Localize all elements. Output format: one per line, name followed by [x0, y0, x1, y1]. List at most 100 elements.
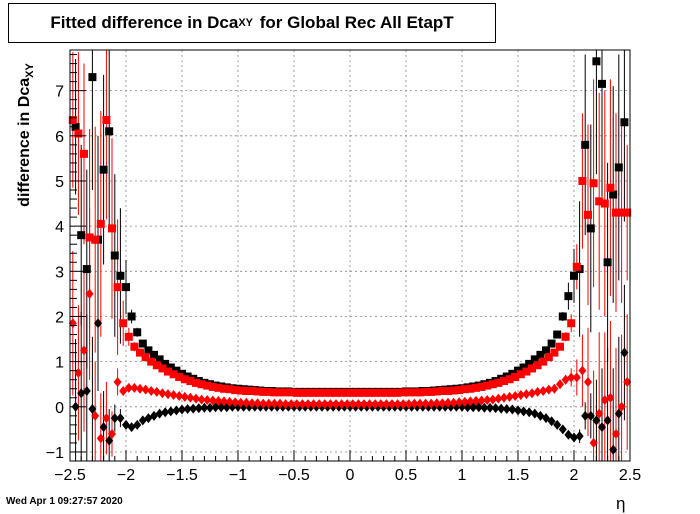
data-point-diamond [617, 401, 626, 412]
data-point-square [270, 388, 279, 397]
data-point-diamond [393, 399, 402, 410]
data-point-diamond [480, 402, 489, 413]
data-point-square [220, 384, 228, 393]
data-point-square [298, 388, 307, 397]
x-tick-label: 0.5 [395, 467, 417, 484]
data-point-square [119, 319, 128, 328]
data-point-diamond [141, 384, 150, 395]
data-point-square [99, 165, 108, 174]
data-point-square [570, 271, 578, 280]
data-point-square [488, 380, 497, 389]
data-point-diamond [155, 408, 164, 419]
data-point-diamond [550, 383, 559, 394]
data-point-diamond [586, 410, 595, 421]
data-point-square [155, 355, 164, 364]
data-point-diamond [544, 384, 553, 395]
data-point-diamond [332, 399, 340, 410]
data-point-square [175, 372, 184, 381]
data-point-diamond [189, 403, 198, 414]
timestamp-label: Wed Apr 1 09:27:57 2020 [6, 496, 123, 507]
data-point-diamond [192, 393, 200, 404]
data-point-diamond [172, 405, 181, 416]
data-point-square [556, 342, 564, 351]
grid-lines [70, 50, 630, 461]
data-point-square [620, 118, 629, 127]
data-point-square [589, 179, 598, 188]
title-suffix: for Global Rec All EtapT [255, 13, 454, 32]
data-point-diamond [519, 406, 528, 417]
data-point-diamond [606, 392, 615, 403]
data-point-square [337, 388, 346, 397]
data-point-diamond [399, 399, 408, 410]
data-point-square [525, 359, 534, 368]
data-point-square [122, 283, 130, 292]
data-point-diamond [276, 398, 284, 409]
data-point-square [528, 364, 536, 373]
data-point-square [416, 388, 424, 397]
data-point-diamond [382, 399, 391, 410]
data-point-square [253, 387, 262, 396]
y-tick-label: 4 [55, 219, 64, 236]
x-tick-label: −2 [117, 467, 135, 484]
data-point-square [141, 353, 150, 362]
data-point-square [547, 339, 556, 348]
data-point-diamond [203, 395, 212, 406]
x-tick-label: −1.5 [166, 467, 198, 484]
data-point-diamond [236, 397, 245, 408]
data-point-square [598, 79, 606, 88]
data-point-square [348, 388, 357, 397]
data-point-diamond [472, 395, 480, 406]
data-point-square [242, 386, 251, 395]
data-point-diamond [438, 398, 447, 409]
data-point-square [603, 258, 612, 267]
x-tick-label: 2 [570, 467, 579, 484]
data-point-square [147, 357, 156, 366]
data-point-square [360, 388, 368, 397]
data-point-square [144, 346, 153, 355]
data-point-diamond [620, 347, 629, 358]
data-point-square [326, 388, 335, 397]
data-point-square [477, 382, 486, 391]
data-point-square [460, 385, 469, 394]
data-point-diamond [197, 394, 206, 405]
data-point-square [371, 388, 380, 397]
data-point-diamond [292, 399, 301, 410]
data-point-square [581, 140, 590, 149]
data-point-diamond [575, 431, 584, 442]
data-point-square [225, 385, 234, 394]
data-point-square [77, 231, 86, 240]
data-point-square [500, 377, 508, 386]
data-point-diamond [410, 398, 419, 409]
data-point-square [553, 330, 562, 339]
data-point-square [410, 388, 419, 397]
data-point-square [623, 208, 632, 217]
data-point-square [96, 219, 105, 228]
data-point-diamond [494, 393, 503, 404]
data-point-square [85, 233, 94, 242]
data-point-square [108, 224, 116, 233]
data-point-diamond [404, 399, 413, 410]
data-point-square [186, 377, 195, 386]
data-point-square [203, 381, 212, 390]
data-point-square [88, 73, 97, 82]
data-point-diamond [388, 399, 396, 410]
data-point-square [612, 208, 620, 217]
data-point-square [382, 388, 391, 397]
x-tick-label: −1 [229, 467, 247, 484]
data-point-square [304, 388, 312, 397]
data-point-diamond [108, 428, 116, 439]
x-tick-label: −2.5 [54, 467, 86, 484]
data-point-square [530, 355, 539, 364]
data-point-diamond [158, 388, 167, 399]
data-point-diamond [595, 408, 604, 419]
data-point-square [404, 388, 413, 397]
data-point-square [376, 388, 385, 397]
data-point-diamond [166, 406, 175, 417]
data-point-diamond [558, 424, 567, 435]
data-point-square [208, 382, 217, 391]
data-point-diamond [214, 395, 223, 406]
data-point-diamond [208, 395, 217, 406]
data-point-square [519, 363, 528, 372]
data-point-diamond [486, 402, 494, 413]
